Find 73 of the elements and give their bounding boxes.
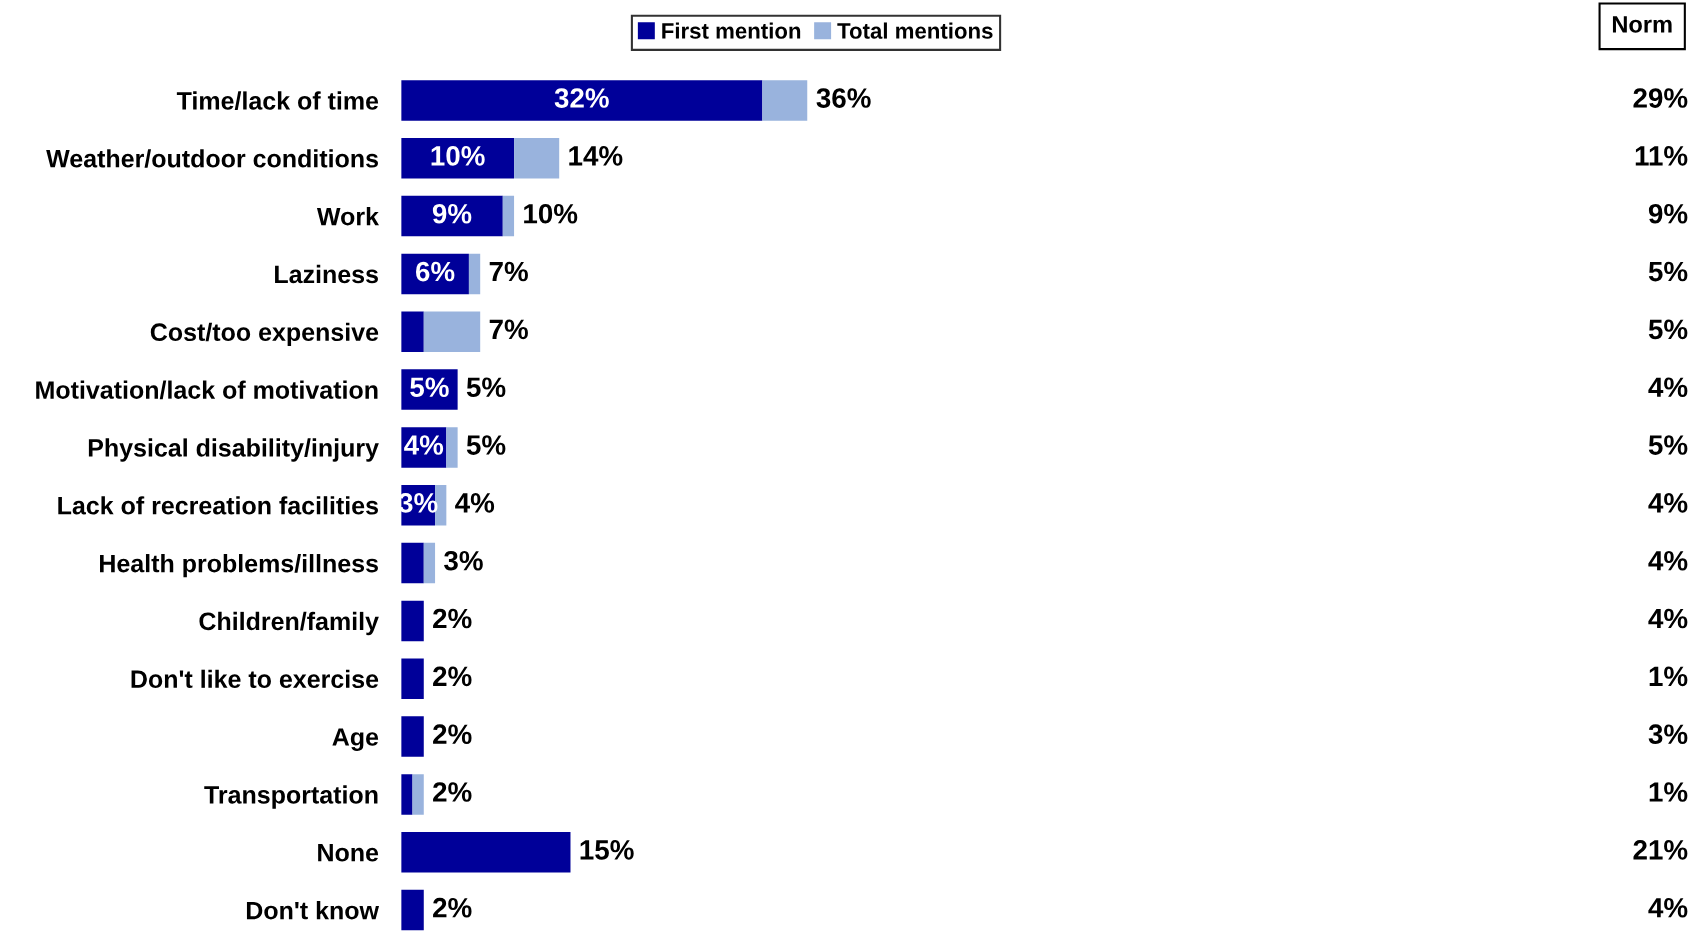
bar [423, 311, 481, 352]
text: Norm [1612, 16, 1672, 33]
data-label: 10% [431, 146, 485, 166]
bar [401, 542, 424, 584]
y-tick-label: Work [316, 207, 379, 226]
total-label: 14% [569, 146, 623, 166]
bar [468, 253, 481, 295]
legend-label: First mention [662, 22, 801, 39]
y-tick-label: Laziness [275, 264, 378, 284]
data-label: 9% [432, 203, 472, 224]
text: 4% [1648, 493, 1688, 513]
total-label: 5% [466, 435, 506, 455]
legend-label: Total mentions [837, 22, 993, 39]
total-label: 15% [580, 840, 634, 860]
total-label: 2% [433, 724, 472, 744]
bar [502, 195, 515, 237]
text: 5% [1648, 261, 1688, 282]
bar [401, 832, 571, 873]
text: 4% [1648, 377, 1688, 397]
y-tick-label: Children/family [199, 611, 379, 636]
bar [412, 774, 424, 815]
text: 11% [1635, 146, 1688, 166]
text: 4% [1648, 550, 1688, 571]
bar [401, 716, 424, 757]
y-tick-label: Weather/outdoor conditions [46, 149, 378, 168]
total-label: 3% [444, 550, 483, 571]
y-tick-label: Age [332, 728, 379, 751]
text: 3% [1648, 724, 1688, 745]
y-tick-label: Health problems/illness [100, 554, 378, 578]
total-label: 10% [524, 203, 578, 224]
total-label: 7% [489, 261, 528, 282]
bar [401, 80, 763, 121]
bar [514, 138, 560, 179]
text: 5% [1648, 319, 1688, 340]
y-tick-label: None [318, 844, 379, 862]
bar [762, 80, 808, 121]
text: 21% [1633, 840, 1688, 860]
y-tick-label: Lack of recreation facilities [58, 496, 378, 515]
bar [446, 427, 458, 468]
total-label: 4% [455, 493, 495, 513]
text: 1% [1649, 666, 1688, 687]
bar [401, 311, 424, 352]
y-tick-label: Don't like to exercise [131, 669, 379, 689]
total-label: 2% [433, 782, 472, 802]
text: 4% [1648, 608, 1688, 629]
y-tick-label: Time/lack of time [176, 91, 379, 110]
total-label: 2% [433, 666, 472, 687]
text: 4% [1648, 897, 1688, 918]
y-tick-label: Transportation [204, 785, 378, 809]
total-label: 2% [433, 608, 472, 629]
bar [401, 195, 503, 237]
text: 5% [1648, 435, 1688, 455]
text: 1% [1649, 782, 1688, 802]
y-tick-label: Don't know [246, 901, 380, 920]
bar [423, 542, 436, 584]
bar [401, 658, 424, 699]
text: 29% [1633, 88, 1688, 108]
data-label: 6% [416, 261, 455, 282]
y-tick-label: Physical disability/injury [88, 438, 379, 462]
y-tick-label: Cost/too expensive [150, 322, 379, 347]
bar [401, 774, 413, 815]
data-label: 4% [404, 435, 444, 455]
data-label: 32% [554, 88, 609, 108]
data-label: 5% [410, 377, 449, 398]
total-label: 7% [489, 319, 528, 340]
bar [401, 138, 515, 179]
text: 9% [1648, 203, 1688, 224]
total-label: 5% [466, 377, 506, 398]
total-label: 36% [816, 88, 871, 108]
bar [401, 600, 424, 642]
total-label: 2% [433, 897, 472, 918]
bar [401, 889, 424, 931]
y-tick-label: Motivation/lack of motivation [36, 380, 378, 400]
